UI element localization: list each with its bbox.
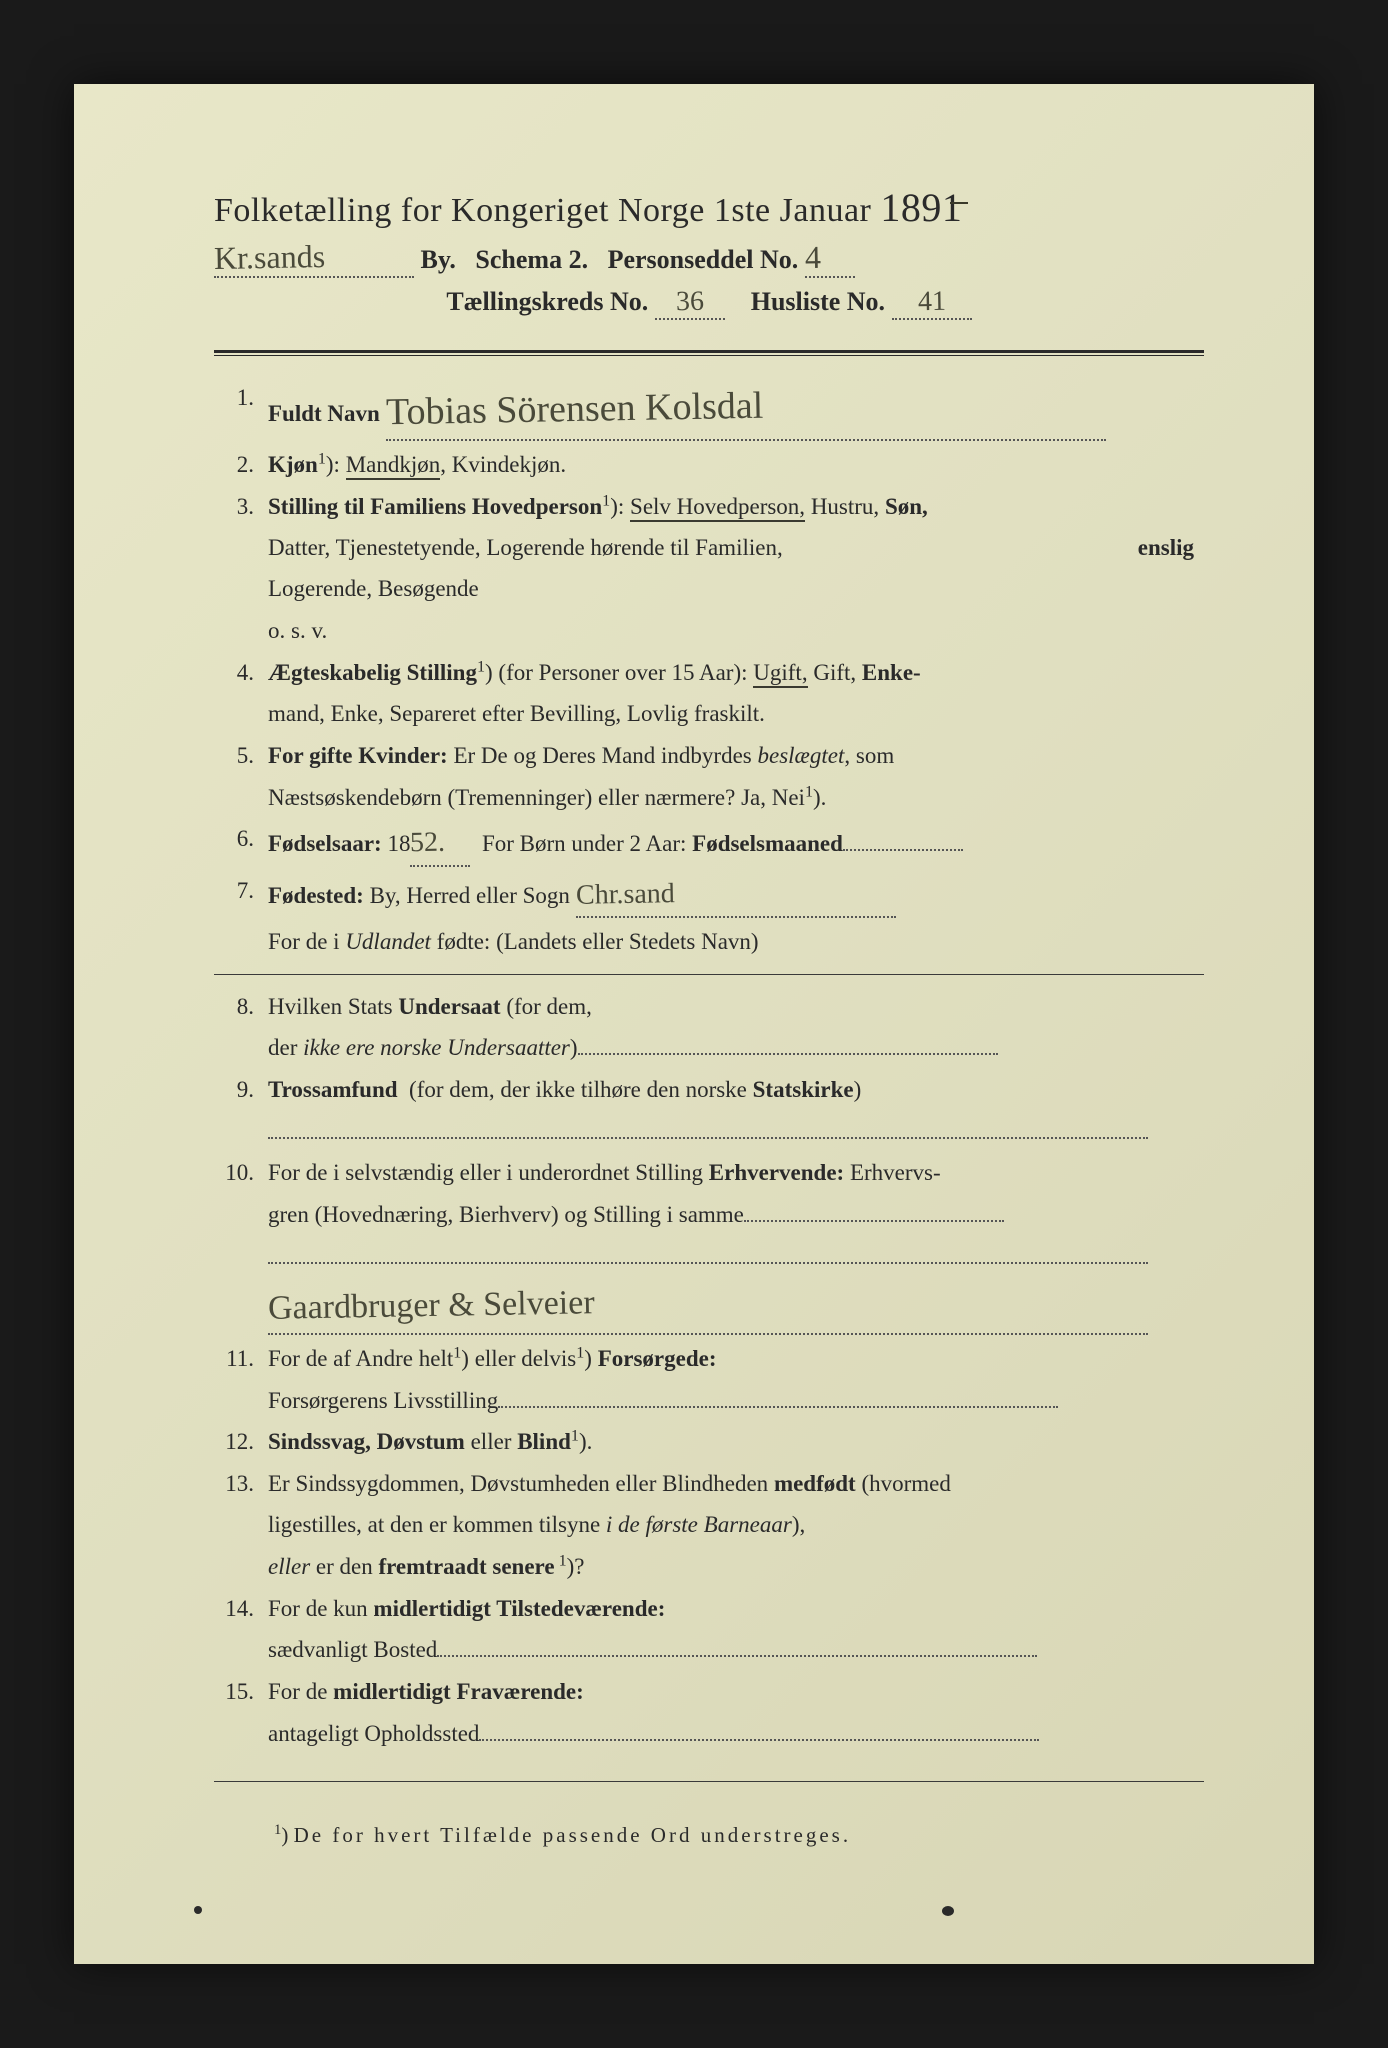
row-13: 13. Er Sindssygdommen, Døvstumheden elle… bbox=[214, 1466, 1204, 1502]
title-text: Folketælling for Kongeriget Norge 1ste J… bbox=[214, 192, 871, 229]
row-9: 9. Trossamfund (for dem, der ikke tilhør… bbox=[214, 1072, 1204, 1108]
row-4: 4. Ægteskabelig Stilling1) (for Personer… bbox=[214, 655, 1204, 691]
year: 1891 bbox=[880, 184, 962, 231]
row-13-cont1: ligestilles, at den er kommen tilsyne i … bbox=[268, 1507, 1204, 1543]
row-10-hw: Gaardbruger & Selveier bbox=[268, 1280, 1204, 1335]
divider-mid bbox=[214, 974, 1204, 975]
schema-label: Schema 2. bbox=[475, 245, 588, 274]
label-2: Kjøn bbox=[268, 452, 318, 477]
label-6: Fødselsaar: bbox=[268, 831, 382, 856]
divider-top bbox=[214, 350, 1204, 356]
row-2: 2. Kjøn1): Mandkjøn, Kvindekjøn. bbox=[214, 447, 1204, 483]
row-9-fill bbox=[268, 1114, 1204, 1150]
row-14-cont: sædvanligt Bosted bbox=[268, 1632, 1204, 1668]
kreds-label: Tællingskreds No. bbox=[446, 287, 648, 316]
row-7: 7. Fødested: By, Herred eller Sogn Chr.s… bbox=[214, 873, 1204, 918]
kreds-line: Tællingskreds No. 36 Husliste No. 41 bbox=[214, 286, 1204, 320]
main-title: Folketælling for Kongeriget Norge 1ste J… bbox=[214, 184, 1204, 231]
label-9: Trossamfund bbox=[268, 1077, 398, 1102]
form-entries: 1. Fuldt Navn Tobias Sörensen Kolsdal 2.… bbox=[214, 380, 1204, 1751]
husliste-label: Husliste No. bbox=[751, 287, 885, 316]
row-3: 3. Stilling til Familiens Hovedperson1):… bbox=[214, 489, 1204, 525]
husliste-no: 41 bbox=[917, 286, 946, 318]
label-12: Sindssvag, Døvstum bbox=[268, 1429, 465, 1454]
row-13-cont2: eller er den fremtraadt senere 1)? bbox=[268, 1549, 1204, 1585]
census-form-page: Folketælling for Kongeriget Norge 1ste J… bbox=[74, 84, 1314, 1964]
label-4: Ægteskabelig Stilling bbox=[268, 660, 477, 685]
row-7-cont: For de i Udlandet fødte: (Landets eller … bbox=[268, 924, 1204, 960]
row-5: 5. For gifte Kvinder: Er De og Deres Man… bbox=[214, 738, 1204, 774]
birthplace-hw: Chr.sand bbox=[575, 872, 675, 917]
row-4-cont: mand, Enke, Separeret efter Bevilling, L… bbox=[268, 696, 1204, 732]
form-header: Folketælling for Kongeriget Norge 1ste J… bbox=[214, 184, 1204, 320]
row-14: 14. For de kun midlertidigt Tilstedevære… bbox=[214, 1591, 1204, 1627]
row-15-cont: antageligt Opholdssted bbox=[268, 1716, 1204, 1752]
row-10-cont: gren (Hovednæring, Bierhverv) og Stillin… bbox=[268, 1197, 1204, 1233]
row-11: 11. For de af Andre helt1) eller delvis1… bbox=[214, 1341, 1204, 1377]
personseddel-label: Personseddel No. bbox=[608, 245, 799, 274]
row-5-cont: Næstsøskendebørn (Tremenninger) eller næ… bbox=[268, 780, 1204, 816]
kreds-no: 36 bbox=[675, 286, 704, 318]
birthyear-hw: 52. bbox=[410, 821, 446, 865]
name-handwritten: Tobias Sörensen Kolsdal bbox=[385, 377, 763, 442]
label-5: For gifte Kvinder: bbox=[268, 743, 448, 768]
row-11-cont: Forsørgerens Livsstilling bbox=[268, 1383, 1204, 1419]
label-3: Stilling til Familiens Hovedperson bbox=[268, 494, 602, 519]
personseddel-no: 4 bbox=[804, 239, 821, 276]
row-12: 12. Sindssvag, Døvstum eller Blind1). bbox=[214, 1424, 1204, 1460]
row-3-cont2: Logerende, Besøgende bbox=[268, 571, 1204, 607]
label-1: Fuldt Navn bbox=[268, 401, 380, 426]
label-7: Fødested: bbox=[268, 883, 364, 908]
row-15: 15. For de midlertidigt Fraværende: bbox=[214, 1674, 1204, 1710]
opt-ugift: Ugift, bbox=[753, 660, 807, 688]
row-10-fill1 bbox=[268, 1239, 1204, 1275]
row-1: 1. Fuldt Navn Tobias Sörensen Kolsdal bbox=[214, 380, 1204, 441]
occupation-hw: Gaardbruger & Selveier bbox=[268, 1277, 596, 1335]
divider-bottom bbox=[214, 1781, 1204, 1782]
footnote: 1) De for hvert Tilfælde passende Ord un… bbox=[274, 1822, 1204, 1848]
city-handwritten: Kr.sands bbox=[214, 238, 326, 277]
row-8-cont: der ikke ere norske Undersaatter) bbox=[268, 1030, 1204, 1066]
opt-mandkjon: Mandkjøn bbox=[346, 452, 441, 480]
row-6: 6. Fødselsaar: 1852. For Børn under 2 Aa… bbox=[214, 821, 1204, 866]
ink-spot bbox=[194, 1906, 202, 1914]
opt-selv: Selv Hovedperson, bbox=[630, 494, 805, 522]
city-schema-line: Kr.sands By. Schema 2. Personseddel No. … bbox=[214, 239, 1204, 278]
ink-spot bbox=[942, 1906, 954, 1916]
row-8: 8. Hvilken Stats Undersaat (for dem, bbox=[214, 989, 1204, 1025]
row-3-cont3: o. s. v. bbox=[268, 613, 1204, 649]
row-10: 10. For de i selvstændig eller i underor… bbox=[214, 1155, 1204, 1191]
by-label: By. bbox=[421, 245, 456, 274]
